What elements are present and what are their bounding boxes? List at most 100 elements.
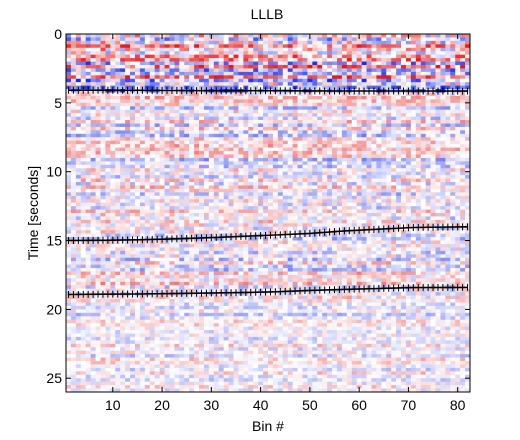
heatmap-cell	[218, 51, 224, 55]
heatmap-cell	[268, 151, 274, 155]
heatmap-cell	[317, 71, 323, 76]
heatmap-cell	[435, 140, 441, 145]
heatmap-cell	[184, 209, 190, 214]
heatmap-cell	[465, 164, 470, 169]
heatmap-cell	[292, 164, 298, 169]
heatmap-cell	[253, 58, 259, 62]
heatmap-cell	[75, 195, 82, 200]
heatmap-cell	[85, 40, 91, 45]
heatmap-cell	[184, 61, 190, 66]
heatmap-cell	[253, 34, 259, 38]
heatmap-cell	[174, 185, 180, 190]
heatmap-cell	[144, 92, 151, 97]
heatmap-cell	[70, 95, 77, 100]
heatmap-cell	[66, 233, 72, 238]
heatmap-cell	[199, 102, 205, 107]
heatmap-cell	[85, 78, 91, 83]
heatmap-cell	[164, 202, 170, 207]
heatmap-cell	[317, 82, 323, 86]
heatmap-cell	[194, 175, 200, 179]
heatmap-cell	[208, 240, 215, 245]
heatmap-cell	[189, 133, 195, 138]
heatmap-cell	[336, 195, 343, 200]
heatmap-cell	[179, 206, 185, 210]
heatmap-cell	[213, 144, 220, 148]
heatmap-cell	[199, 75, 205, 80]
heatmap-cell	[95, 113, 101, 117]
heatmap-cell	[228, 164, 234, 169]
heatmap-cell	[115, 147, 121, 152]
heatmap-cell	[376, 168, 382, 172]
heatmap-cell	[203, 40, 210, 45]
heatmap-cell	[125, 113, 131, 117]
heatmap-cell	[120, 137, 126, 142]
heatmap-cell	[322, 102, 328, 107]
heatmap-cell	[445, 85, 451, 90]
heatmap-cell	[169, 116, 175, 121]
heatmap-cell	[164, 216, 170, 221]
heatmap-cell	[302, 161, 308, 166]
heatmap-cell	[277, 58, 284, 62]
heatmap-cell	[233, 37, 239, 42]
heatmap-cell	[440, 34, 446, 38]
heatmap-cell	[272, 202, 279, 207]
heatmap-cell	[184, 68, 190, 73]
heatmap-cell	[189, 106, 195, 111]
heatmap-cell	[179, 130, 185, 135]
heatmap-cell	[401, 182, 407, 186]
heatmap-cell	[258, 195, 264, 200]
heatmap-cell	[174, 161, 180, 166]
heatmap-cell	[282, 137, 289, 142]
heatmap-cell	[455, 99, 461, 104]
heatmap-cell	[405, 78, 412, 83]
heatmap-cell	[75, 168, 82, 172]
heatmap-cell	[115, 130, 121, 135]
heatmap-cell	[465, 51, 470, 55]
heatmap-cell	[213, 182, 220, 186]
heatmap-cell	[75, 209, 82, 214]
heatmap-cell	[410, 192, 417, 197]
heatmap-cell	[292, 68, 298, 73]
heatmap-cell	[243, 137, 249, 142]
heatmap-cell	[332, 206, 338, 210]
heatmap-cell	[371, 185, 377, 190]
heatmap-cell	[425, 126, 431, 131]
heatmap-cell	[268, 47, 274, 52]
heatmap-cell	[332, 219, 338, 224]
heatmap-cell	[425, 34, 431, 38]
heatmap-cell	[277, 154, 284, 159]
heatmap-cell	[307, 144, 313, 148]
heatmap-cell	[75, 40, 82, 45]
heatmap-cell	[455, 106, 461, 111]
heatmap-cell	[430, 140, 436, 145]
heatmap-cell	[272, 37, 279, 42]
heatmap-cell	[351, 61, 357, 66]
heatmap-cell	[415, 151, 422, 155]
heatmap-cell	[228, 188, 234, 193]
heatmap-cell	[80, 47, 87, 52]
heatmap-cell	[287, 237, 293, 241]
heatmap-cell	[66, 126, 72, 131]
heatmap-cell	[253, 61, 259, 66]
heatmap-cell	[312, 51, 318, 55]
heatmap-cell	[208, 106, 215, 111]
heatmap-cell	[381, 44, 387, 49]
heatmap-cell	[189, 137, 195, 142]
heatmap-cell	[282, 168, 289, 172]
heatmap-cell	[95, 168, 101, 172]
heatmap-cell	[105, 61, 111, 66]
heatmap-cell	[199, 192, 205, 197]
heatmap-cell	[154, 37, 160, 42]
heatmap-cell	[203, 171, 210, 176]
heatmap-cell	[95, 151, 101, 155]
heatmap-cell	[336, 233, 343, 238]
heatmap-cell	[233, 185, 239, 190]
heatmap-cell	[277, 144, 284, 148]
heatmap-cell	[238, 157, 244, 162]
heatmap-cell	[248, 171, 254, 176]
heatmap-cell	[307, 240, 313, 245]
heatmap-cell	[376, 95, 382, 100]
heatmap-cell	[287, 171, 293, 176]
heatmap-cell	[130, 226, 136, 231]
heatmap-cell	[277, 206, 284, 210]
